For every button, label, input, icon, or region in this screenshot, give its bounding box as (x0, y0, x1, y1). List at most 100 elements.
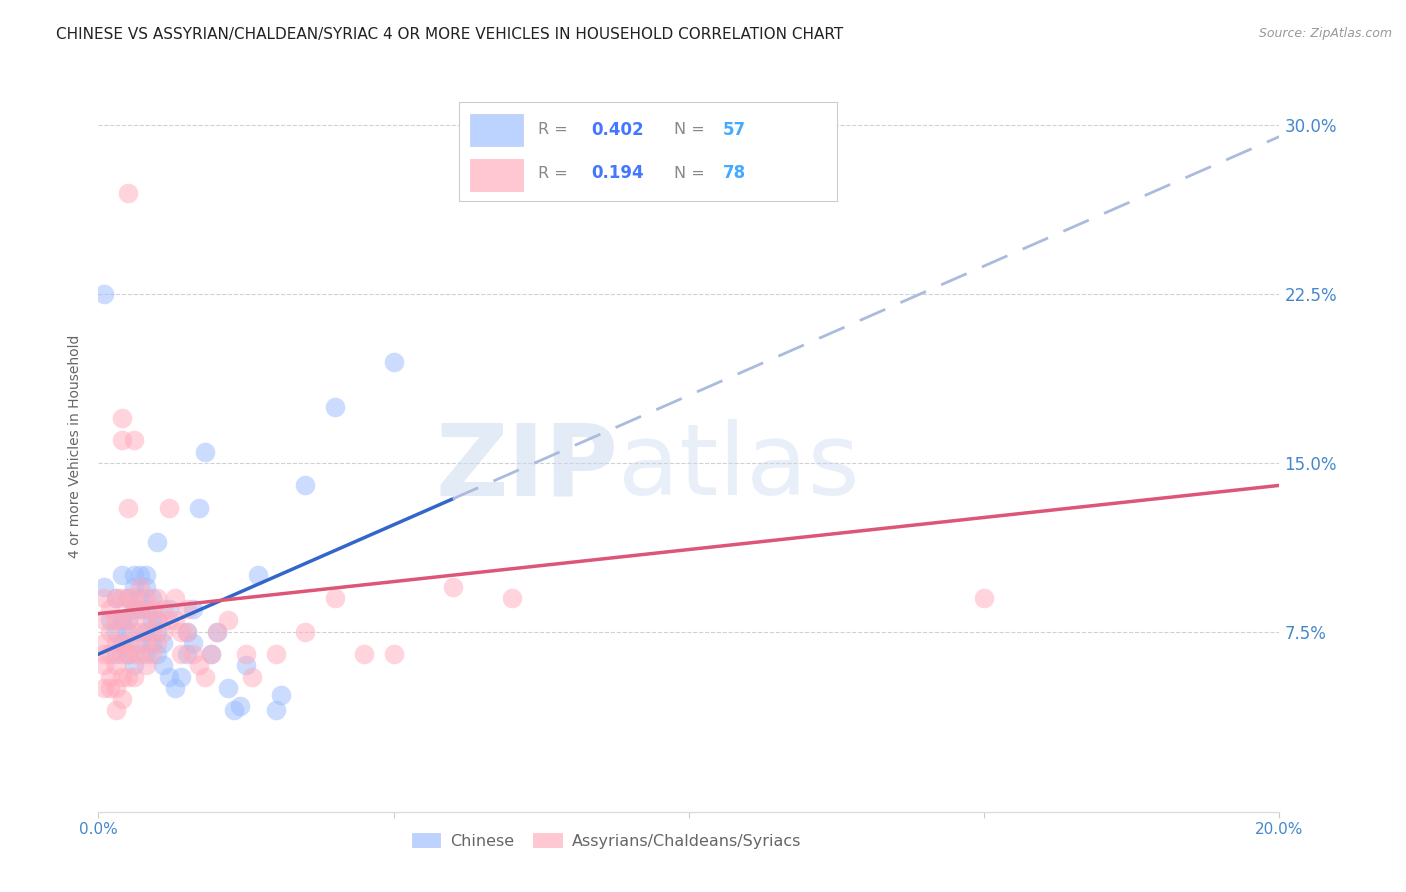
Point (194, 444, 217, 458)
Point (157, 500, 180, 515)
Point (200, 647, 222, 661)
Point (353, 647, 375, 661)
Point (111, 636, 134, 650)
Point (141, 624, 163, 639)
Point (135, 614, 157, 628)
Point (181, 647, 204, 661)
Point (229, 698, 252, 713)
Point (205, 624, 228, 639)
Point (135, 591, 157, 605)
Point (170, 624, 193, 639)
Point (194, 670, 217, 684)
Point (146, 624, 169, 639)
Legend: Chinese, Assyrians/Chaldeans/Syriacs: Chinese, Assyrians/Chaldeans/Syriacs (405, 827, 807, 855)
Point (111, 647, 134, 661)
Point (152, 624, 174, 639)
Point (323, 400, 346, 414)
Point (187, 658, 209, 673)
Point (117, 647, 139, 661)
Point (205, 624, 228, 639)
Point (157, 602, 180, 616)
Point (117, 500, 139, 515)
Point (117, 591, 139, 605)
Point (323, 591, 346, 605)
Point (146, 614, 169, 628)
Point (128, 624, 150, 639)
Point (141, 602, 163, 616)
Point (382, 647, 405, 661)
Point (93, 647, 115, 661)
Point (93, 636, 115, 650)
Point (264, 647, 287, 661)
Point (93, 287, 115, 301)
Point (141, 647, 163, 661)
Point (122, 670, 145, 684)
Point (98, 602, 121, 616)
Point (157, 670, 180, 684)
Point (176, 602, 198, 616)
Text: CHINESE VS ASSYRIAN/CHALDEAN/SYRIAC 4 OR MORE VEHICLES IN HOUSEHOLD CORRELATION : CHINESE VS ASSYRIAN/CHALDEAN/SYRIAC 4 OR… (56, 27, 844, 42)
Point (122, 434, 145, 448)
Point (122, 602, 145, 616)
Point (146, 636, 169, 650)
Point (187, 500, 209, 515)
Point (128, 568, 150, 582)
Point (176, 624, 198, 639)
Point (93, 681, 115, 695)
Point (135, 658, 157, 673)
Point (93, 580, 115, 594)
Point (105, 591, 128, 605)
Point (111, 670, 134, 684)
Point (200, 647, 222, 661)
Point (111, 614, 134, 628)
Point (176, 647, 198, 661)
Point (93, 614, 115, 628)
Point (135, 647, 157, 661)
Point (111, 568, 134, 582)
Point (105, 636, 128, 650)
Point (105, 591, 128, 605)
Point (122, 624, 145, 639)
Point (122, 580, 145, 594)
Point (135, 624, 157, 639)
Point (111, 692, 134, 706)
Point (170, 670, 193, 684)
Point (146, 614, 169, 628)
Point (217, 614, 239, 628)
Point (152, 602, 174, 616)
Point (117, 624, 139, 639)
Point (181, 602, 204, 616)
Point (122, 591, 145, 605)
Point (165, 681, 187, 695)
Point (111, 591, 134, 605)
Point (122, 647, 145, 661)
Point (98, 670, 121, 684)
Point (98, 624, 121, 639)
Point (176, 624, 198, 639)
Point (217, 681, 239, 695)
Point (152, 636, 174, 650)
Point (117, 647, 139, 661)
Point (181, 636, 204, 650)
Text: Source: ZipAtlas.com: Source: ZipAtlas.com (1258, 27, 1392, 40)
Point (98, 681, 121, 695)
Point (146, 647, 169, 661)
Point (152, 658, 174, 673)
Point (117, 591, 139, 605)
Point (501, 591, 523, 605)
Point (128, 647, 150, 661)
Point (111, 636, 134, 650)
Y-axis label: 4 or more Vehicles in Household: 4 or more Vehicles in Household (69, 334, 83, 558)
Point (135, 636, 157, 650)
Point (98, 614, 121, 628)
Text: ZIP: ZIP (436, 419, 619, 516)
Point (294, 624, 316, 639)
Point (117, 636, 139, 650)
Point (135, 580, 157, 594)
Point (441, 580, 464, 594)
Point (246, 568, 269, 582)
Point (93, 591, 115, 605)
Point (122, 658, 145, 673)
Point (128, 602, 150, 616)
Point (105, 647, 128, 661)
